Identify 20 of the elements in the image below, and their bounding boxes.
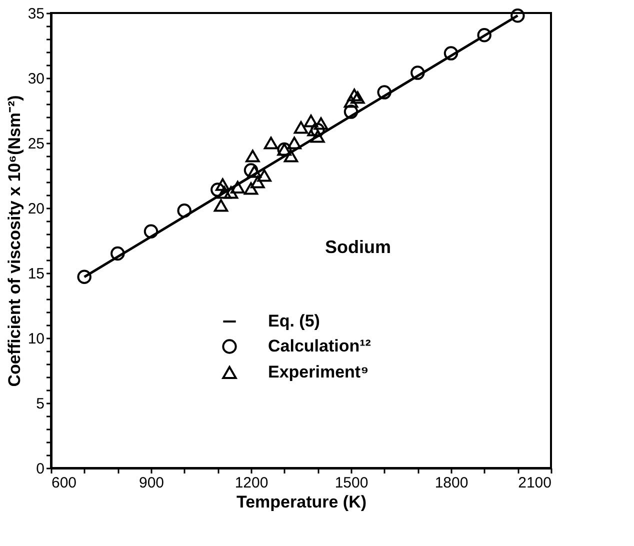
y-tick-label: 35 [28, 6, 44, 22]
y-tick-label: 20 [28, 200, 44, 218]
y-axis-title: Coefficient of viscosity x 10⁶(Nsm⁻²) [4, 95, 24, 387]
x-tick-label: 1800 [434, 474, 468, 492]
x-tick-label: 2100 [518, 474, 552, 492]
x-axis-title: Temperature (K) [236, 492, 367, 512]
annotation: Sodium [325, 237, 391, 257]
legend-label: Eq. (5) [268, 312, 320, 330]
x-tick-label: 900 [138, 474, 164, 492]
x-tick-label: 1500 [334, 474, 368, 492]
x-tick-label: 600 [52, 474, 77, 492]
y-tick-label: 30 [28, 70, 44, 88]
legend-label: Calculation¹² [268, 336, 372, 356]
y-tick-label: 15 [28, 266, 44, 282]
legend-label: Experiment⁹ [268, 362, 369, 382]
x-tick-label: 1200 [234, 474, 268, 492]
y-tick-label: 25 [28, 136, 44, 152]
y-tick-label: 0 [36, 460, 44, 478]
y-tick-label: 5 [36, 396, 44, 412]
y-tick-label: 10 [28, 330, 44, 348]
